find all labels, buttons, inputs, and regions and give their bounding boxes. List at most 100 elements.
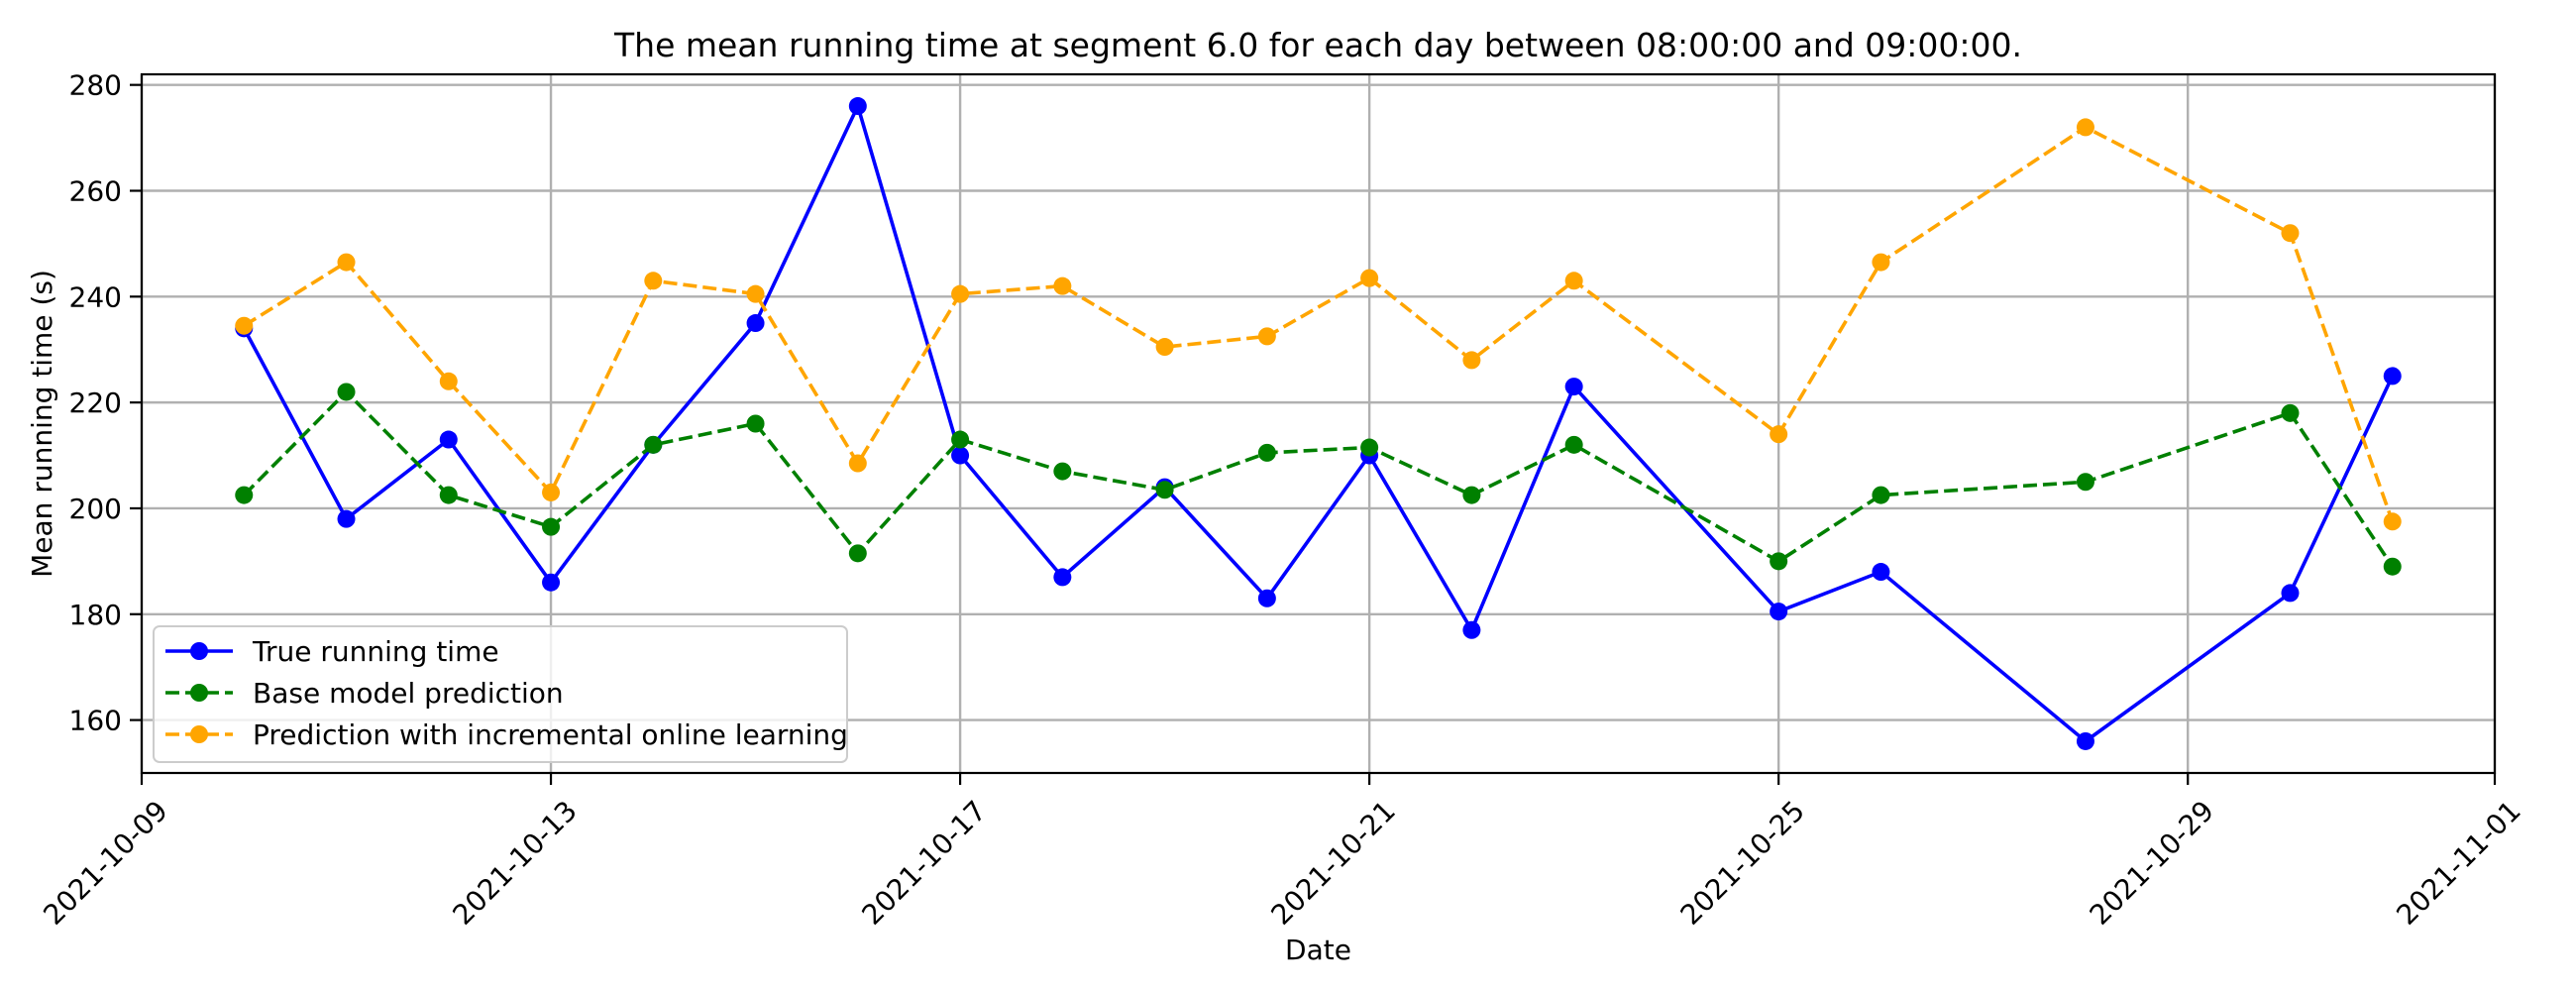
data-point — [951, 446, 970, 465]
x-axis-ticks: 2021-10-09 2021-10-13 2021-10-17 2021-10-21… — [37, 773, 2527, 932]
y-tick: 200 — [69, 493, 142, 525]
data-point — [951, 284, 970, 303]
data-point — [2383, 367, 2402, 385]
data-point — [951, 430, 970, 449]
data-point — [1872, 563, 1890, 582]
data-point — [2281, 403, 2300, 422]
data-point — [235, 316, 254, 335]
x-tick-label: 2021-10-17 — [855, 794, 992, 931]
x-tick: 2021-10-09 — [37, 773, 174, 932]
data-point — [439, 486, 458, 504]
data-point — [1770, 425, 1788, 444]
data-point — [1462, 351, 1481, 370]
data-point — [542, 483, 561, 501]
x-tick-label: 2021-11-01 — [2390, 794, 2526, 931]
x-tick-label: 2021-10-09 — [37, 794, 173, 931]
y-axis-ticks: 160 180 200 220 240 260 280 — [69, 69, 142, 737]
legend-marker — [190, 642, 208, 660]
data-point — [1053, 462, 1072, 481]
data-point — [1564, 272, 1583, 290]
legend-marker — [190, 725, 208, 743]
legend-label: Prediction with incremental online learn… — [253, 718, 848, 751]
series-line — [243, 389, 2395, 568]
data-point — [1872, 486, 1890, 504]
x-tick: 2021-10-25 — [1674, 773, 1811, 932]
grid-layer — [140, 74, 2497, 773]
x-tick-label: 2021-10-21 — [1265, 794, 1402, 931]
y-tick-label: 240 — [69, 280, 122, 313]
x-axis-label: Date — [1285, 934, 1351, 966]
data-point — [746, 284, 765, 303]
data-point — [542, 517, 561, 536]
x-tick: 2021-10-17 — [855, 773, 993, 932]
legend-item: Prediction with incremental online learn… — [165, 718, 848, 751]
data-point — [1564, 435, 1583, 454]
data-point — [235, 486, 254, 504]
data-point — [1360, 269, 1379, 287]
data-point — [2281, 224, 2300, 243]
legend: True running time Base model prediction Pr… — [153, 625, 848, 763]
data-point — [848, 544, 867, 563]
data-point — [1257, 589, 1276, 607]
data-point — [1770, 603, 1788, 621]
data-point — [1053, 276, 1072, 295]
x-tick: 2021-10-21 — [1265, 773, 1402, 932]
data-point — [644, 435, 663, 454]
data-point — [1462, 486, 1481, 504]
data-point — [1257, 443, 1276, 462]
legend-marker — [190, 684, 208, 702]
y-tick: 160 — [69, 705, 142, 737]
y-tick: 220 — [69, 386, 142, 419]
data-point — [1872, 253, 1890, 272]
data-point — [2383, 512, 2402, 531]
y-tick-label: 280 — [69, 69, 122, 102]
data-point — [1155, 481, 1174, 499]
y-axis-label: Mean running time (s) — [26, 270, 58, 578]
x-tick-label: 2021-10-25 — [1674, 794, 1811, 931]
data-point — [542, 573, 561, 592]
data-point — [2383, 557, 2402, 576]
legend-item: Base model prediction — [165, 677, 564, 710]
data-point — [2076, 731, 2094, 750]
y-tick: 280 — [69, 69, 142, 102]
chart-title: The mean running time at segment 6.0 for… — [613, 26, 2022, 64]
x-tick: 2021-11-01 — [2390, 773, 2527, 932]
data-point — [1462, 620, 1481, 639]
y-tick-label: 220 — [69, 386, 122, 419]
data-point — [337, 253, 356, 272]
x-tick-label: 2021-10-29 — [2084, 794, 2220, 931]
data-point — [1257, 327, 1276, 346]
data-point — [1155, 338, 1174, 357]
data-point — [439, 372, 458, 390]
plot-area-frame — [140, 72, 2497, 775]
y-tick-label: 160 — [69, 705, 122, 737]
x-tick-label: 2021-10-13 — [446, 794, 583, 931]
y-tick: 260 — [69, 175, 142, 208]
x-tick: 2021-10-29 — [2084, 773, 2220, 932]
y-tick: 180 — [69, 599, 142, 631]
data-point — [2281, 584, 2300, 603]
data-point — [848, 454, 867, 473]
data-point — [2076, 473, 2094, 492]
data-point — [1360, 438, 1379, 457]
data-point — [1770, 552, 1788, 571]
data-point — [1053, 568, 1072, 587]
data-point — [1564, 378, 1583, 396]
series-layer — [235, 97, 2402, 750]
data-point — [337, 509, 356, 528]
x-tick: 2021-10-13 — [446, 773, 584, 932]
data-point — [848, 97, 867, 116]
data-point — [644, 272, 663, 290]
legend-label: True running time — [252, 635, 499, 668]
series-2 — [235, 383, 2402, 576]
y-tick-label: 260 — [69, 175, 122, 208]
data-point — [337, 383, 356, 401]
y-tick: 240 — [69, 280, 142, 313]
data-point — [439, 430, 458, 449]
data-point — [2076, 118, 2094, 137]
data-point — [746, 314, 765, 333]
legend-label: Base model prediction — [253, 677, 564, 710]
series-line — [243, 125, 2395, 522]
